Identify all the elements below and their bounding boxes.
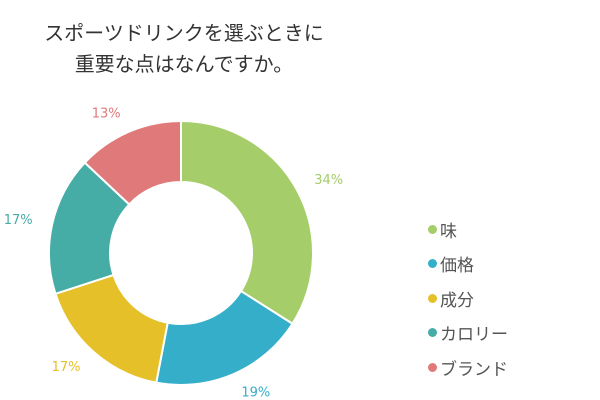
legend-item-1[interactable]: 価格	[428, 247, 508, 282]
legend-swatch-4	[428, 362, 437, 372]
chart-title-line-1: スポーツドリンクを選ぶときに	[44, 21, 324, 45]
legend-label-1: 価格	[440, 256, 474, 277]
slice-value-label-3: 17%	[4, 213, 33, 228]
legend-swatch-3	[428, 328, 437, 338]
legend: 味価格成分カロリーブランド	[428, 212, 508, 385]
legend-item-4[interactable]: ブランド	[428, 350, 508, 385]
legend-label-2: 成分	[440, 290, 474, 311]
donut-slice-4[interactable]	[83, 119, 182, 206]
legend-label-4: ブランド	[440, 359, 508, 380]
legend-swatch-1	[428, 259, 437, 269]
slice-value-label-2: 17%	[52, 360, 81, 375]
chart-title: スポーツドリンクを選ぶときに 重要な点はなんですか。	[24, 18, 344, 80]
slice-value-label-0: 34%	[314, 173, 343, 188]
legend-swatch-2	[428, 293, 437, 303]
legend-swatch-0	[428, 224, 437, 234]
slice-value-label-1: 19%	[241, 385, 270, 400]
legend-item-2[interactable]: 成分	[428, 281, 508, 316]
donut-slice-0[interactable]	[180, 119, 314, 326]
legend-label-0: 味	[440, 221, 457, 242]
slice-value-label-4: 13%	[92, 107, 121, 122]
legend-item-3[interactable]: カロリー	[428, 316, 508, 351]
chart-title-line-2: 重要な点はなんですか。	[74, 52, 294, 76]
legend-label-3: カロリー	[440, 325, 508, 346]
legend-item-0[interactable]: 味	[428, 212, 508, 247]
